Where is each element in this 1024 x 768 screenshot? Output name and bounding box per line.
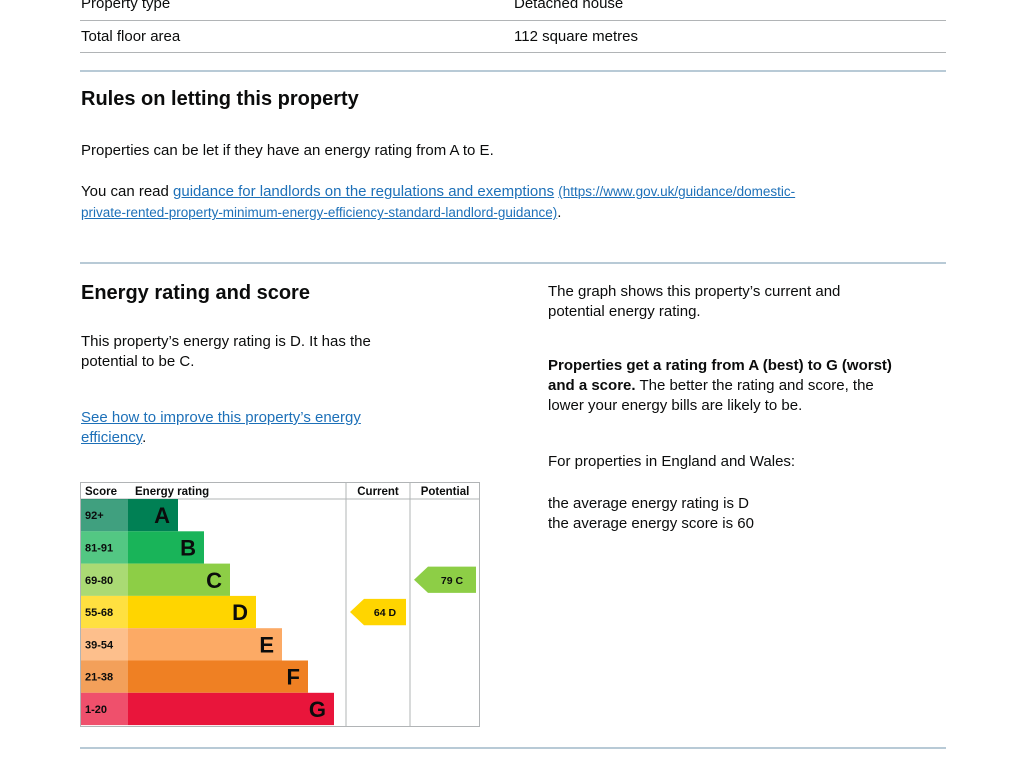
band-letter-g: G: [309, 697, 326, 722]
graph-text-line1: The graph shows this property’s current …: [548, 283, 841, 300]
energy-rating-header: Energy rating: [135, 486, 209, 498]
band-bar-g: [128, 692, 334, 726]
chart-border: [80, 482, 480, 727]
band-letter-e: E: [259, 632, 274, 657]
property-type-value: Detached house: [514, 0, 624, 12]
average-score-text: the average energy score is 60: [548, 515, 754, 532]
band-bar-b: [128, 531, 204, 564]
landlord-guidance-url[interactable]: (https://www.gov.uk/guidance/domestic-: [558, 184, 796, 199]
guidance-paragraph: You can read guidance for landlords on t…: [81, 182, 961, 202]
energy-heading: Energy rating and score: [81, 282, 310, 304]
guidance-prefix: You can read: [81, 183, 174, 200]
potential-rating-label: 79 C: [441, 575, 464, 587]
rating-scale-line3: lower your energy bills are likely to be…: [548, 397, 803, 414]
band-range-label: 69-80: [85, 575, 113, 587]
letting-paragraph: Properties can be let if they have an en…: [81, 142, 494, 159]
rating-scale-bold-line1: Properties get a rating from A (best) to…: [548, 357, 892, 374]
improve-efficiency-link-cont[interactable]: efficiency: [81, 429, 143, 446]
band-score-cell: [81, 660, 128, 693]
band-score-cell: [81, 499, 128, 532]
band-range-label: 1-20: [85, 704, 107, 716]
chart-bands: 92+ A 81-91 B 69-80 C 55-68 D 39-54 E 21-38 F 1-20 G: [81, 499, 334, 726]
section-divider: [80, 70, 946, 72]
band-score-cell: [81, 531, 128, 564]
current-rating-arrow: [350, 598, 406, 626]
graph-text-line2: potential energy rating.: [548, 303, 701, 320]
band-letter-c: C: [206, 568, 222, 593]
chart-grid: Score Energy rating Current Potential: [80, 482, 480, 727]
chart-arrows: 64 D 79 C: [350, 566, 476, 626]
average-rating-text: the average energy rating is D: [548, 495, 749, 512]
band-range-label: 92+: [85, 510, 104, 522]
band-bar-d: [128, 595, 256, 629]
guidance-suffix: .: [557, 204, 562, 221]
band-range-label: 21-38: [85, 672, 113, 684]
section-divider: [80, 262, 946, 264]
improve-suffix: .: [142, 429, 147, 446]
band-bar-f: [128, 660, 308, 693]
floor-area-value: 112 square metres: [514, 28, 638, 45]
band-letter-f: F: [287, 665, 300, 690]
floor-area-label: Total floor area: [81, 28, 181, 45]
band-range-label: 39-54: [85, 639, 114, 651]
landlord-guidance-url-cont[interactable]: private-rented-property-minimum-energy-e…: [81, 205, 558, 220]
rating-scale-normal: The better the rating and score, the: [635, 377, 874, 394]
property-type-label: Property type: [81, 0, 171, 12]
region-text: For properties in England and Wales:: [548, 453, 796, 470]
landlord-guidance-link[interactable]: guidance for landlords on the regulation…: [173, 183, 555, 200]
section-divider: [80, 747, 946, 749]
energy-rating-chart: Score Energy rating Current Potential 92+ A 8…: [80, 482, 480, 727]
band-bar-c: [128, 563, 230, 596]
improve-link-line1-wrap: See how to improve this property’s energ…: [81, 408, 361, 428]
letting-heading: Rules on letting this property: [81, 88, 359, 110]
rating-text-line1: This property’s energy rating is D. It h…: [81, 333, 371, 350]
band-score-cell: [81, 692, 128, 726]
rating-scale-line2: and a score. The better the rating and s…: [548, 376, 874, 396]
potential-header: Potential: [421, 486, 470, 498]
band-letter-d: D: [232, 600, 248, 625]
table-divider: [80, 20, 946, 21]
potential-rating-arrow: [414, 566, 476, 593]
score-header: Score: [85, 486, 117, 498]
rating-text-line2: potential to be C.: [81, 353, 195, 370]
band-letter-a: A: [154, 503, 170, 528]
current-rating-label: 64 D: [374, 607, 397, 619]
band-score-cell: [81, 595, 128, 629]
band-letter-b: B: [180, 535, 196, 560]
current-header: Current: [357, 486, 399, 498]
rating-scale-bold-line2: and a score.: [548, 377, 636, 394]
band-bar-a: [128, 499, 178, 532]
guidance-paragraph-line2: private-rented-property-minimum-energy-e…: [81, 203, 561, 223]
improve-efficiency-link[interactable]: See how to improve this property’s energ…: [81, 409, 361, 426]
table-divider: [80, 52, 946, 53]
band-bar-e: [128, 628, 282, 661]
band-score-cell: [81, 563, 128, 596]
band-range-label: 55-68: [85, 607, 113, 619]
band-score-cell: [81, 628, 128, 661]
band-range-label: 81-91: [85, 542, 113, 554]
improve-link-line2-wrap: efficiency.: [81, 428, 146, 448]
